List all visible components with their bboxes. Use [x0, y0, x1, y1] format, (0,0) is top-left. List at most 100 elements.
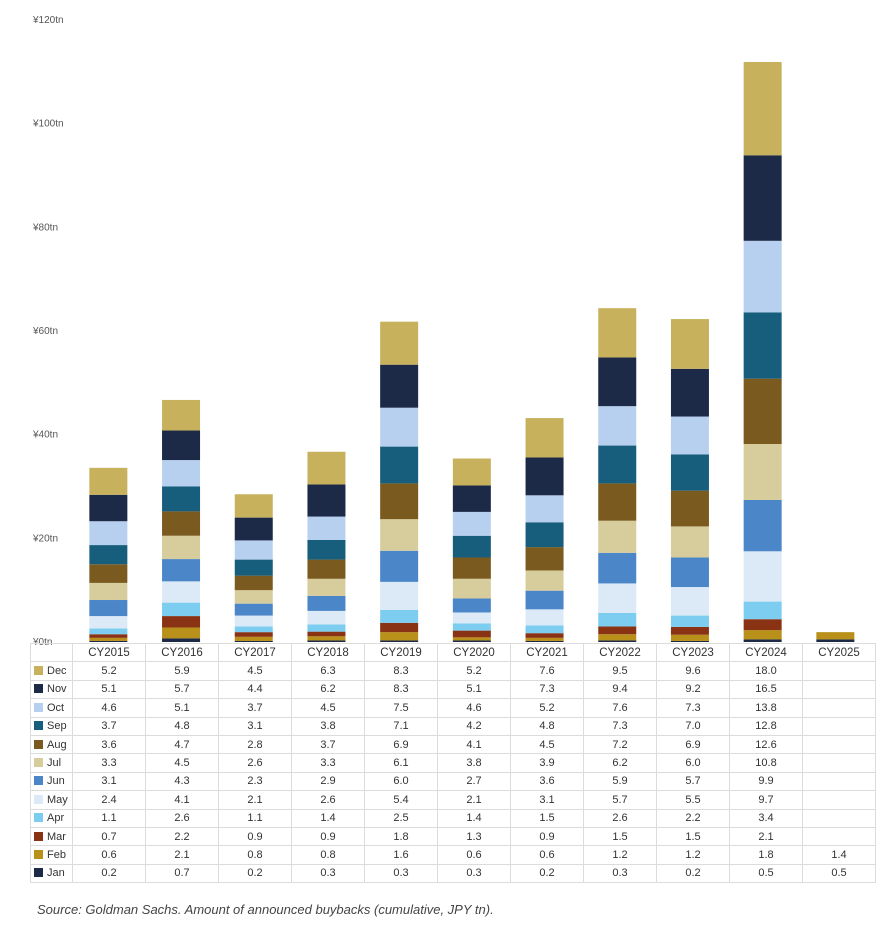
- bar-segment-oct: [380, 407, 419, 447]
- y-tick-label: ¥40tn: [32, 430, 58, 441]
- legend-label: Nov: [47, 683, 67, 696]
- bar-segment-nov: [743, 155, 782, 241]
- bar-segment-nov: [89, 494, 128, 522]
- data-label: 4.1: [437, 734, 511, 755]
- bar-segment-jul: [380, 519, 419, 551]
- data-label: 1.2: [656, 845, 730, 865]
- data-label: 8.3: [364, 661, 438, 681]
- data-label: 4.8: [145, 716, 219, 736]
- bar-segment-feb: [743, 630, 782, 640]
- bar-segment-oct: [89, 521, 128, 546]
- x-tick-label: CY2021: [510, 642, 584, 663]
- bar-segment-dec: [307, 451, 346, 485]
- data-label: 3.3: [291, 753, 365, 773]
- data-label: 0.3: [291, 863, 365, 884]
- data-label: 1.5: [510, 808, 584, 828]
- data-label: 3.8: [437, 753, 511, 773]
- table-row: Feb 0.6 2.1 0.8 0.8 1.6 0.6 0.6 1.2 1.2 1.8 1.4: [30, 845, 876, 865]
- data-label: 2.1: [729, 826, 803, 847]
- y-axis: ¥0tn ¥20tn ¥40tn ¥60tn ¥80tn ¥100tn ¥120tn: [32, 15, 64, 645]
- data-label: 4.4: [218, 679, 292, 700]
- data-label: 2.3: [218, 771, 292, 792]
- data-label: 3.3: [72, 753, 146, 773]
- bar-segment-may: [743, 551, 782, 602]
- data-label: 0.2: [72, 863, 146, 884]
- data-label: 4.8: [510, 716, 584, 736]
- data-label: 0.9: [510, 826, 584, 847]
- data-label: [802, 698, 876, 718]
- bar-segment-jun: [452, 598, 491, 613]
- data-label: 6.2: [291, 679, 365, 700]
- bar-segment-nov: [452, 485, 491, 512]
- legend-entry: Mar: [30, 826, 73, 847]
- legend-entry: Jul: [30, 753, 73, 773]
- legend-swatch: [34, 776, 43, 786]
- legend-swatch: [34, 666, 43, 676]
- bar-segment-sep: [307, 539, 346, 560]
- data-label: 5.5: [656, 790, 730, 810]
- data-label: 2.1: [437, 790, 511, 810]
- data-label: 7.5: [364, 698, 438, 718]
- bar-segment-apr: [307, 624, 346, 632]
- bar-segment-oct: [162, 460, 201, 487]
- bar-segment-sep: [162, 486, 201, 512]
- bar-segment-feb: [598, 634, 637, 641]
- bar-segment-aug: [452, 557, 491, 579]
- data-label: 7.6: [583, 698, 657, 718]
- data-label: 1.8: [729, 845, 803, 865]
- bar-segment-apr: [670, 615, 709, 627]
- data-label: 18.0: [729, 661, 803, 681]
- data-label: 4.5: [291, 698, 365, 718]
- legend-swatch: [34, 868, 43, 878]
- data-label: 0.8: [218, 845, 292, 865]
- data-label: 3.6: [510, 771, 584, 792]
- legend-label: Aug: [47, 738, 67, 751]
- bar-segment-apr: [234, 626, 273, 633]
- data-label: 7.3: [510, 679, 584, 700]
- bar-segment-sep: [525, 522, 564, 548]
- data-label: 5.1: [145, 698, 219, 718]
- data-label: 0.9: [218, 826, 292, 847]
- data-label: [802, 734, 876, 755]
- data-label: 9.5: [583, 661, 657, 681]
- data-label: 2.1: [145, 845, 219, 865]
- data-label: 3.6: [72, 734, 146, 755]
- data-label: 0.6: [437, 845, 511, 865]
- bar-segment-jul: [452, 578, 491, 599]
- data-label: 1.3: [437, 826, 511, 847]
- data-label: 6.2: [583, 753, 657, 773]
- bar-segment-jun: [89, 600, 128, 617]
- bar-segment-oct: [525, 495, 564, 523]
- bar-segment-jan: [670, 640, 709, 642]
- bar-segment-jan: [598, 640, 637, 642]
- y-tick-label: ¥60tn: [32, 326, 58, 337]
- data-label: 3.7: [291, 734, 365, 755]
- legend-entry: Feb: [30, 845, 73, 865]
- data-label: 6.9: [364, 734, 438, 755]
- bar-segment-jul: [162, 535, 201, 560]
- source-note: Source: Goldman Sachs. Amount of announc…: [37, 902, 494, 917]
- bar-segment-mar: [307, 631, 346, 637]
- data-label: 2.8: [218, 734, 292, 755]
- legend-entry: Oct: [30, 698, 73, 718]
- bar-segment-apr: [380, 609, 419, 623]
- x-tick-label: CY2022: [583, 642, 657, 663]
- bar-segment-jul: [670, 526, 709, 558]
- data-label: 3.7: [218, 698, 292, 718]
- bar-segment-jan: [452, 640, 491, 642]
- bar-segment-oct: [307, 516, 346, 540]
- bar-segment-mar: [234, 632, 273, 637]
- bar-segment-mar: [670, 626, 709, 635]
- data-label: 7.2: [583, 734, 657, 755]
- legend-swatch: [34, 702, 43, 712]
- data-label: [802, 790, 876, 810]
- data-label: 1.4: [802, 845, 876, 865]
- bar-segment-feb: [89, 637, 128, 641]
- data-label: 3.4: [729, 808, 803, 828]
- data-label: 1.4: [437, 808, 511, 828]
- bar-segment-feb: [307, 636, 346, 641]
- data-label: 7.3: [583, 716, 657, 736]
- bar-segment-mar: [162, 616, 201, 628]
- x-tick-label: CY2023: [656, 642, 730, 663]
- bar-segment-aug: [234, 575, 273, 591]
